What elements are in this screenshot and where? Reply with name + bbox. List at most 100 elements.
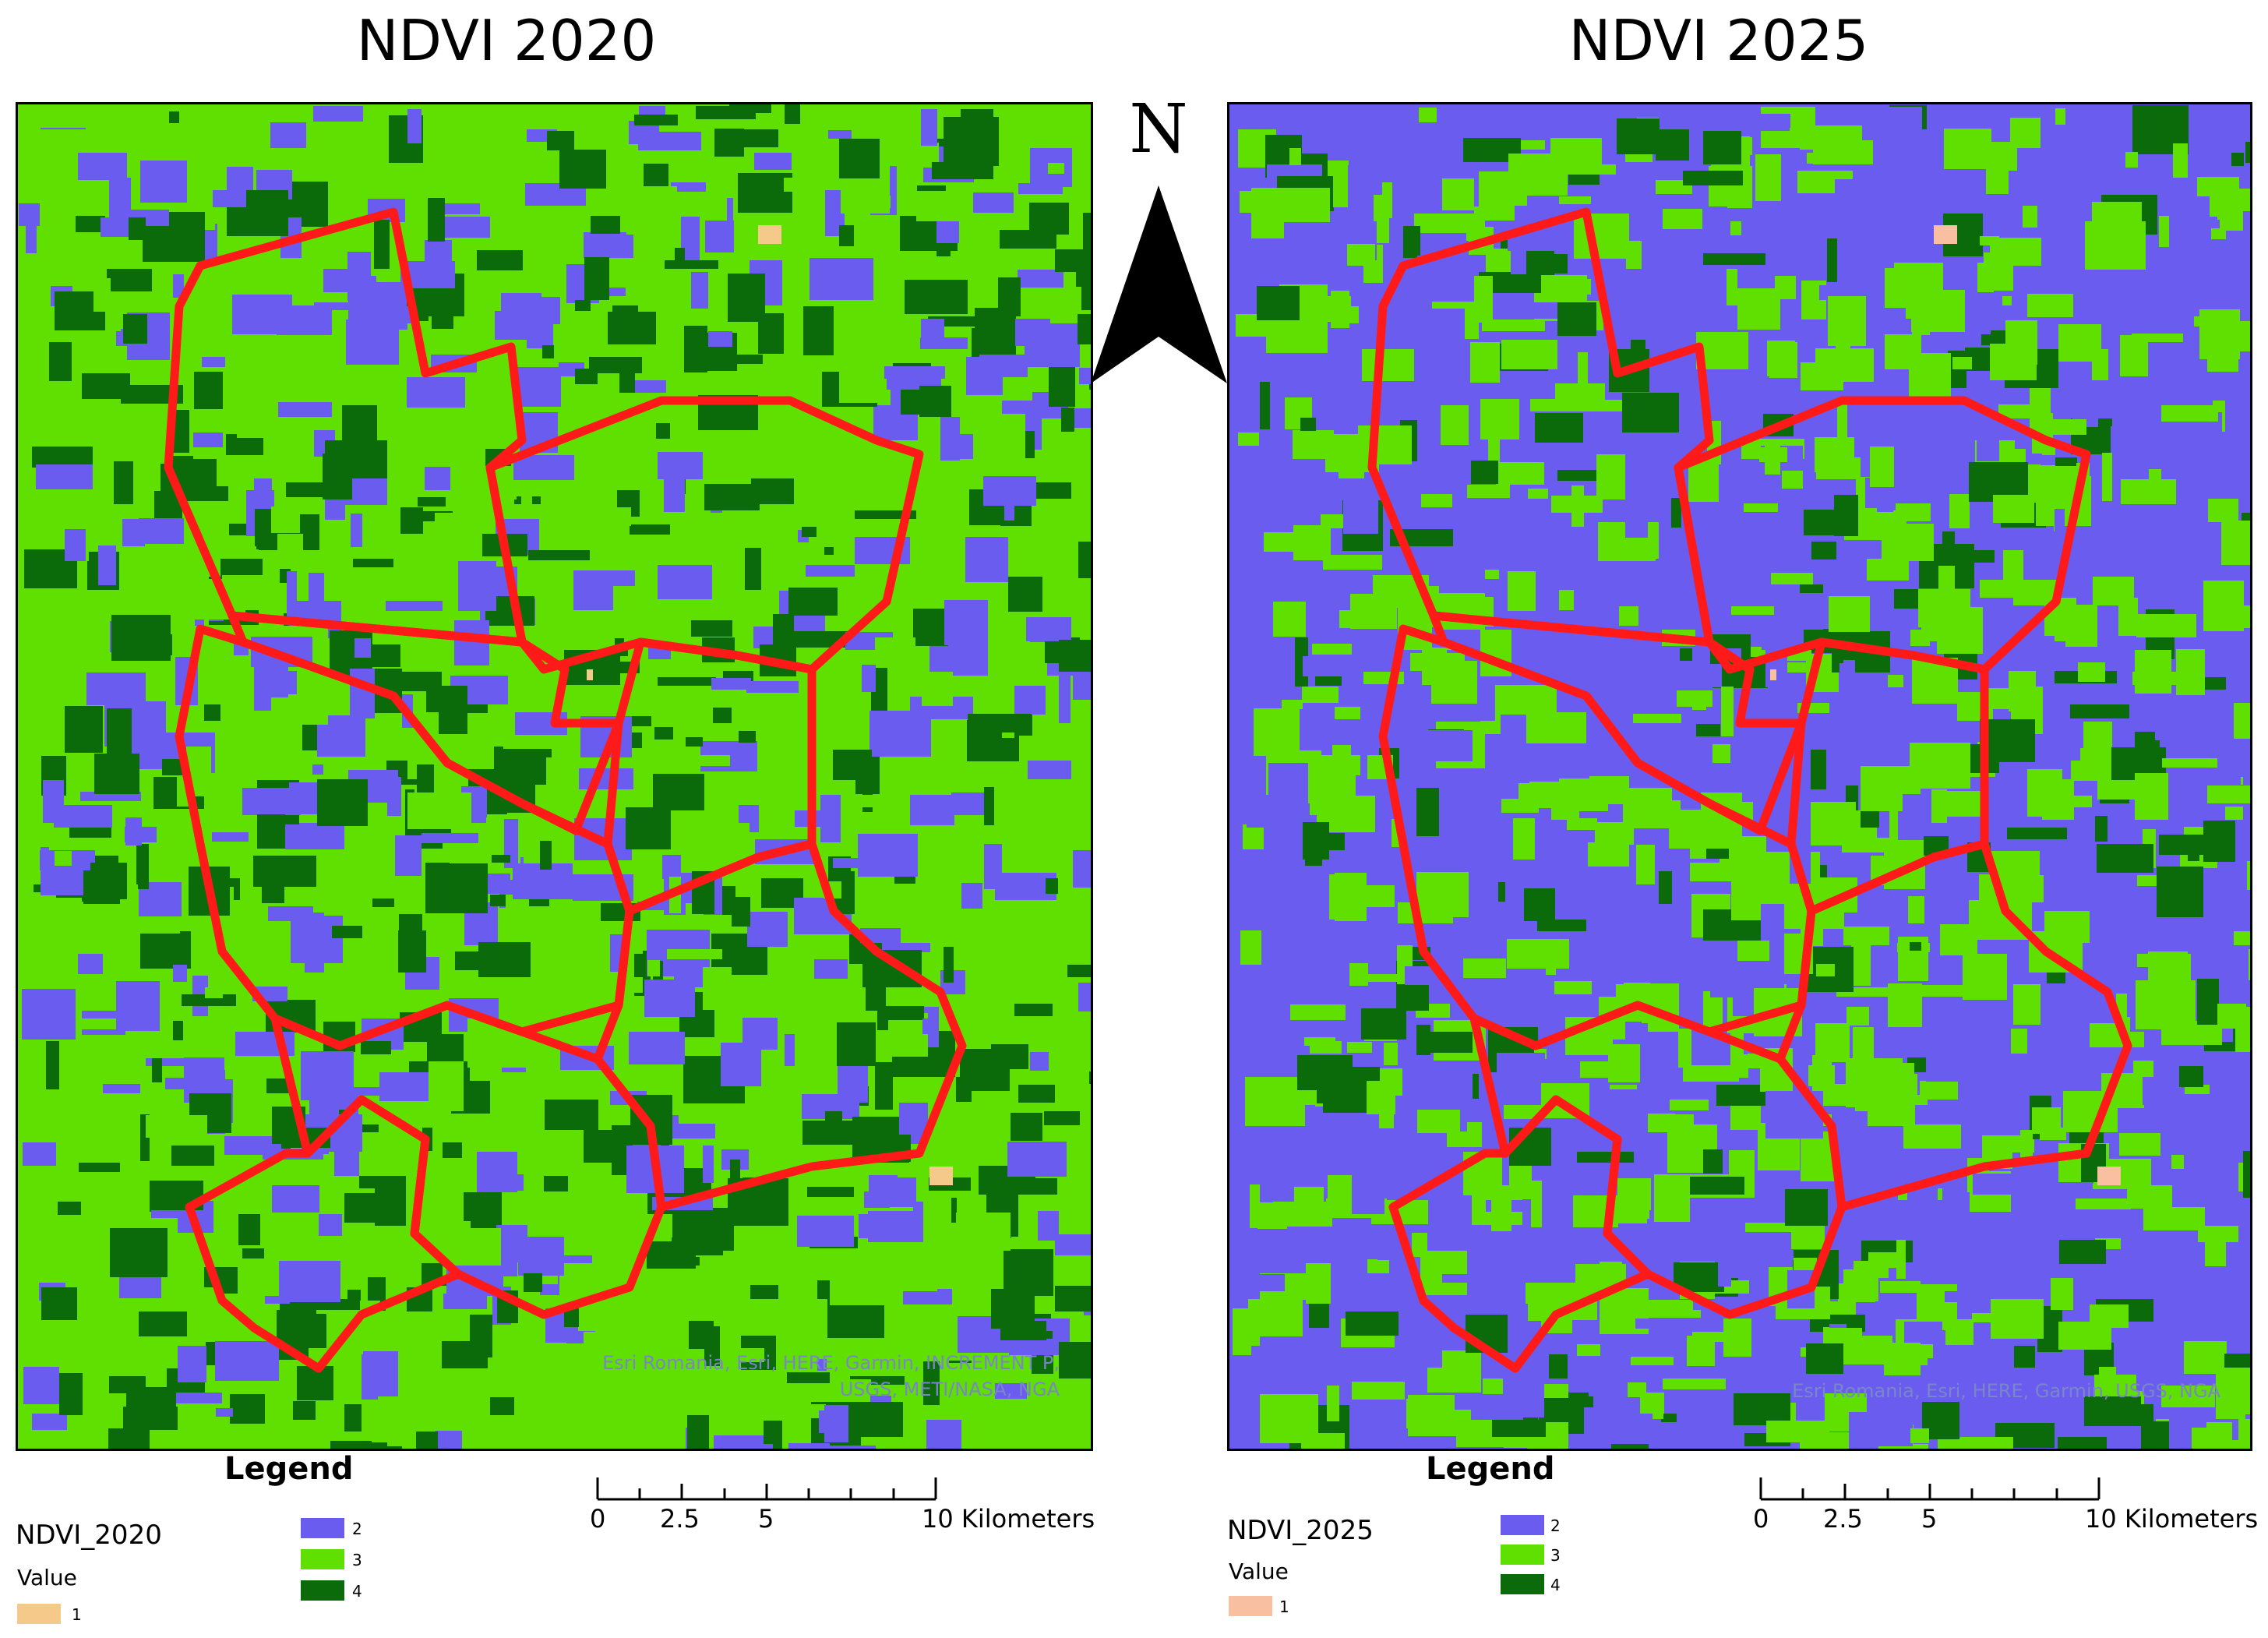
raster-patch (1577, 1152, 1634, 1163)
raster-patch (1635, 1319, 1684, 1329)
raster-patch (1233, 1308, 1251, 1355)
raster-patch (1654, 1174, 1690, 1222)
raster-patch (301, 913, 324, 956)
map-panel-2025[interactable] (1227, 102, 2252, 1451)
raster-patch (1771, 573, 1813, 584)
raster-patch (1893, 510, 1906, 531)
raster-patch (760, 792, 793, 810)
raster-patch (1663, 1379, 1726, 1389)
raster-patch (1554, 1249, 1579, 1286)
raster-patch (1716, 1085, 1769, 1106)
raster-patch (2084, 1396, 2141, 1426)
raster-patch (111, 312, 121, 331)
raster-patch (1659, 871, 1672, 904)
raster-patch (984, 787, 994, 825)
raster-patch (2059, 1240, 2106, 1264)
raster-patch (547, 131, 574, 150)
raster-patch (32, 1414, 67, 1430)
raster-patch (966, 357, 1003, 395)
raster-patch (2205, 1240, 2226, 1266)
raster-patch (1322, 850, 1385, 870)
raster-patch (297, 1366, 333, 1400)
raster-patch (65, 529, 86, 561)
raster-patch (1014, 1004, 1053, 1016)
raster-patch (913, 609, 948, 646)
raster-patch (703, 967, 732, 1010)
north-arrow-icon (1091, 185, 1227, 383)
raster-patch (1482, 1281, 1522, 1311)
raster-patch (1977, 439, 1999, 461)
raster-patch (2055, 108, 2065, 125)
raster-patch (1468, 489, 1485, 526)
raster-patch (1497, 1053, 1545, 1082)
raster-patch (1333, 170, 1348, 207)
raster-patch (1240, 191, 1254, 213)
raster-patch (2013, 984, 2040, 1025)
raster-patch (1584, 1407, 1610, 1443)
raster-patch (49, 342, 72, 381)
raster-patch (802, 1121, 860, 1145)
raster-patch (2207, 785, 2250, 803)
raster-patch (1944, 694, 1957, 735)
raster-patch (2184, 1341, 2227, 1374)
raster-patch (2161, 1386, 2215, 1407)
raster-patch (560, 1255, 592, 1263)
raster-patch (739, 731, 756, 743)
raster-patch (544, 1176, 568, 1191)
raster-patch (78, 153, 127, 180)
raster-patch (851, 795, 903, 807)
raster-patch (1485, 570, 1499, 579)
raster-patch (1938, 1192, 1977, 1204)
raster-patch (704, 484, 760, 510)
raster-patch (478, 942, 531, 977)
raster-patch (1811, 750, 1826, 789)
raster-patch (1718, 1260, 1731, 1287)
map-panel-2020[interactable] (16, 102, 1093, 1451)
raster-patch (1279, 188, 1330, 222)
raster-patch (2055, 509, 2065, 549)
raster-patch (1416, 788, 1439, 836)
raster-patch (1636, 845, 1655, 884)
raster-patch (968, 714, 1032, 733)
raster-patch (1035, 482, 1071, 499)
raster-patch (65, 706, 103, 753)
raster-patch (79, 1163, 120, 1172)
raster-patch (1589, 905, 1634, 949)
raster-patch (1018, 270, 1063, 288)
raster-patch (1055, 249, 1091, 272)
raster-patch (1343, 500, 1378, 534)
raster-patch (868, 1211, 918, 1242)
raster-patch (1882, 524, 1934, 561)
raster-patch (510, 1368, 535, 1403)
raster-patch (1723, 1319, 1751, 1357)
raster-patch (173, 965, 187, 982)
raster-patch (656, 423, 670, 439)
raster-patch (696, 106, 756, 119)
raster-patch (1061, 408, 1074, 432)
raster-patch (638, 256, 665, 298)
raster-patch (1903, 794, 1924, 838)
raster-patch (559, 150, 606, 189)
raster-patch (1358, 974, 1397, 982)
raster-patch (196, 549, 259, 559)
raster-patch (1903, 1124, 1961, 1149)
raster-patch (429, 1061, 464, 1111)
raster-patch (1059, 672, 1071, 723)
raster-patch (1337, 768, 1356, 818)
raster-patch (1730, 1029, 1744, 1071)
scale-label-10-km: 10 Kilometers (2085, 1504, 2259, 1534)
raster-patch (242, 788, 301, 815)
raster-patch (1835, 179, 1887, 220)
raster-patch (1986, 168, 2009, 194)
raster-patch (1063, 1446, 1091, 1449)
raster-patch (668, 1257, 700, 1266)
attribution-line-2: USGS, METI/NASA, NGA (839, 1379, 1060, 1400)
raster-patch (2148, 951, 2188, 984)
raster-patch (1885, 334, 1921, 369)
raster-patch (76, 1018, 129, 1029)
raster-patch (1492, 1420, 1546, 1437)
raster-patch (1574, 214, 1629, 259)
raster-patch (1816, 964, 1835, 976)
raster-patch (342, 405, 377, 441)
raster-patch (1453, 829, 1505, 851)
